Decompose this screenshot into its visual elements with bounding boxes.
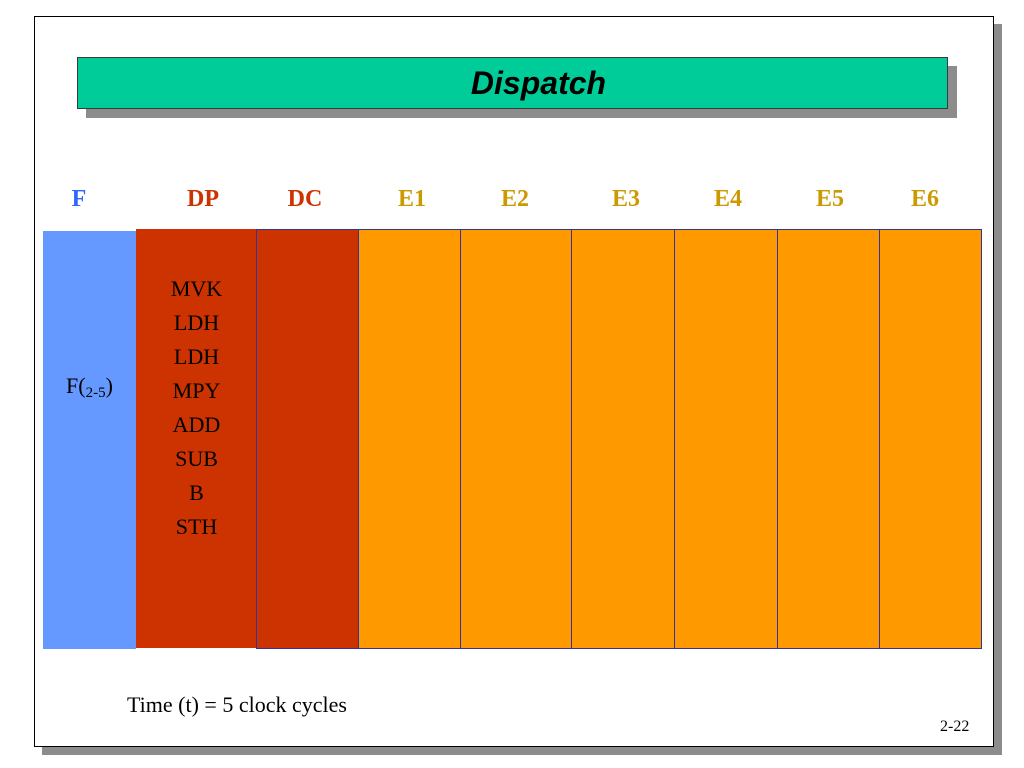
stage-column-e6 [879,229,982,649]
slide-title: Dispatch [470,64,607,101]
stage-column-e4 [674,229,778,649]
instruction: B [189,480,204,505]
fetch-packet-subscript: 2-5 [85,385,106,401]
instruction: MVK [170,276,223,301]
stage-label-e2: E2 [500,186,530,212]
stage-column-e5 [777,229,880,649]
stage-column-e2 [460,229,572,649]
time-label: Time (t) = 5 clock cycles [127,692,347,717]
stage-label-e1: E1 [397,186,427,212]
stage-column-dispatch [136,229,257,648]
title-banner: Dispatch [77,57,948,109]
dispatch-instruction-list: MVK LDH LDH MPY ADD SUB B STH [136,272,257,544]
stage-column-decode [256,229,359,649]
stage-label-e5: E5 [815,186,845,212]
stage-label-dp: DP [187,186,219,212]
instruction: MPY [172,378,221,403]
stage-column-e3 [571,229,675,649]
instruction: STH [175,514,218,539]
stage-label-f: F [71,186,87,212]
fetch-packet-prefix: F( [66,373,86,398]
stage-label-dc: DC [287,186,323,212]
stage-label-e3: E3 [611,186,641,212]
stage-column-e1 [358,229,461,649]
fetch-packet-suffix: ) [105,373,113,398]
instruction: ADD [172,412,221,437]
instruction: SUB [175,446,218,471]
stage-column-fetch [43,231,136,649]
fetch-packet-label: F(2-5) [43,373,136,402]
stage-label-e4: E4 [713,186,743,212]
instruction: LDH [173,310,220,335]
stage-label-e6: E6 [910,186,940,212]
instruction: LDH [173,344,220,369]
page-number: 2-22 [940,718,970,735]
